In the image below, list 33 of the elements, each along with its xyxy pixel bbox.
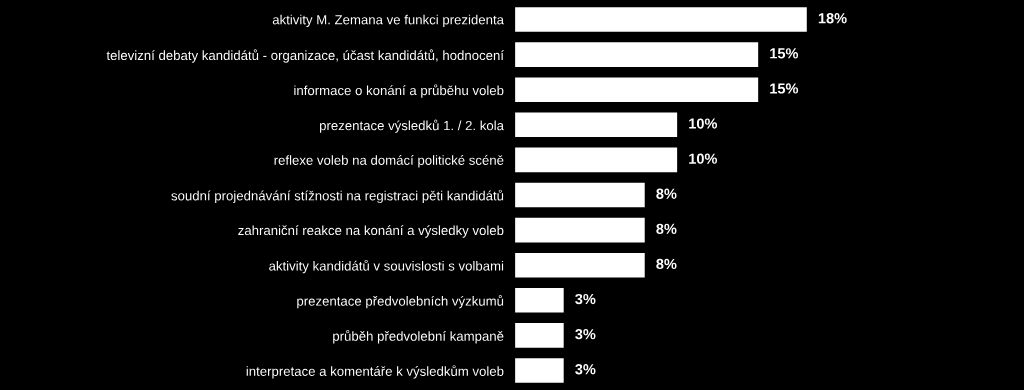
bar [515,7,807,32]
data-label: 15% [770,83,799,94]
y-tick-label: aktivity kandidátů v souvislosti s volbami [269,259,504,274]
bar [515,42,759,67]
bar [515,77,759,102]
y-tick-label: průběh předvolební kampaně [333,330,504,344]
y-tick-label: prezentace výsledků 1. / 2. kola [320,119,504,133]
bar [515,147,678,173]
bar [515,182,645,208]
bar [515,252,645,278]
data-label: 10% [689,118,718,129]
y-tick-label: informace o konání a průběhu voleb [294,84,504,98]
data-label: 8% [656,223,677,235]
bar [515,288,564,313]
bar [515,112,678,138]
bar [515,217,645,243]
data-label: 15% [770,48,799,59]
y-tick-label: reflexe voleb na domácí politické scéně [274,155,504,168]
data-label: 18% [818,13,847,24]
bar [515,323,564,348]
data-label: 3% [575,328,596,340]
y-tick-label: televizní debaty kandidátů - organizace, účast kandidátů, hodnocení [106,49,504,63]
y-tick-label: soudní projednávání stížnosti na registraci pěti kandidátů [171,189,504,204]
data-label: 8% [656,258,677,270]
y-tick-label: zahraniční reakce na konání a výsledky voleb [238,225,504,238]
y-tick-label: interpretace a komentáře k výsledkům voleb [246,365,504,379]
data-label: 8% [656,188,677,199]
bar [515,358,564,383]
y-tick-label: prezentace předvolebních výzkumů [297,294,504,309]
data-label: 3% [575,364,596,375]
data-label: 10% [689,153,718,164]
y-tick-label: aktivity M. Zemana ve funkci prezidenta [272,14,504,28]
data-label: 3% [575,293,596,305]
